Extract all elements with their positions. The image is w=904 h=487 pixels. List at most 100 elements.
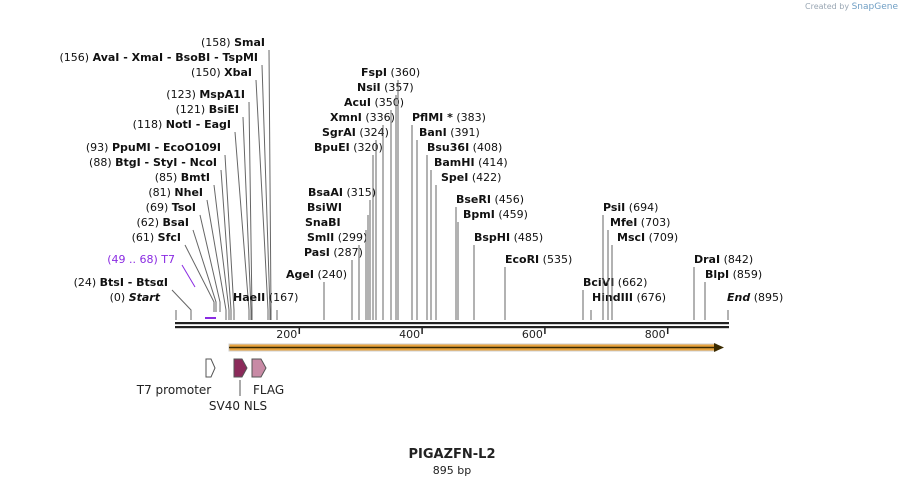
site-start: (0) Start (110, 291, 177, 320)
site-position: (391) (447, 126, 480, 139)
site-name: NsiI (357, 81, 381, 94)
feature-label: FLAG (253, 383, 284, 397)
site-name: SmlI (307, 231, 334, 244)
site-position: (694) (625, 201, 658, 214)
site-name: BanI (419, 126, 447, 139)
site-position: (150) (191, 66, 224, 79)
site-position: (842) (720, 253, 753, 266)
site-pasi: PasI (287) (304, 246, 363, 320)
site-name: BsiWI (307, 201, 342, 214)
site-name: BspHI (474, 231, 510, 244)
site-label: SnaBI (305, 216, 341, 229)
site-label: (24) BtsI - BtsαI (74, 276, 168, 289)
site-position: (360) (387, 66, 420, 79)
site-bpmi: BpmI (459) (457, 208, 528, 320)
site-position: (121) (176, 103, 209, 116)
site-leader-line (184, 244, 215, 312)
site-name: BpmI (463, 208, 495, 221)
site-leader-line (248, 101, 253, 320)
site-label: (93) PpuMI - EcoO109I (86, 141, 221, 154)
site-position: (709) (645, 231, 678, 244)
site-name: End (727, 291, 750, 304)
site-leader-line (192, 229, 217, 312)
site-name: BsaI (163, 216, 189, 229)
site-position: (408) (469, 141, 502, 154)
site-position: (85) (155, 171, 181, 184)
site-name: PflMI * (412, 111, 453, 124)
site-label: (156) AvaI - XmaI - BsoBI - TspMI (60, 51, 259, 64)
site-sgrai: SgrAI (324) (322, 126, 389, 320)
site-mspa1i: (123) MspA1I (166, 88, 253, 320)
axis-tick-label: 800 (645, 328, 666, 341)
site-position: (336) (362, 111, 395, 124)
site-name: BpuEI (314, 141, 350, 154)
plasmid-length: 895 bp (432, 464, 472, 477)
site-position: (485) (510, 231, 543, 244)
site-label: SgrAI (324) (322, 126, 389, 139)
site-position: (61) (132, 231, 158, 244)
features: T7 promoter SV40 NLS FLAG (136, 358, 284, 413)
site-label: SmlI (299) (307, 231, 367, 244)
site-position: (662) (614, 276, 647, 289)
site-position: (156) (60, 51, 93, 64)
site-msci: MscI (709) (611, 231, 678, 320)
site-bsu36i: Bsu36I (408) (426, 141, 502, 320)
site-end: End (895) (727, 291, 783, 320)
site-name: XmnI (330, 111, 362, 124)
site-agei: AgeI (240) (286, 268, 347, 320)
site-position: (118) (133, 118, 166, 131)
site-xmni: XmnI (336) (330, 111, 395, 320)
axis-tick-label: 600 (522, 328, 543, 341)
site-leader-line (261, 64, 271, 320)
site-position: (158) (201, 36, 234, 49)
site-smli: SmlI (299) (307, 231, 367, 320)
site-position: (895) (750, 291, 783, 304)
site-name: NheI (174, 186, 203, 199)
primer-name: T7 (160, 253, 175, 266)
site-position: (62) (136, 216, 162, 229)
site-bsai: (62) BsaI (136, 216, 217, 312)
site-fspi: FspI (360) (361, 66, 420, 320)
site-position: (93) (86, 141, 112, 154)
primer-leader-line (181, 264, 196, 288)
site-position: (69) (146, 201, 172, 214)
site-name: BtsI - BtsαI (100, 276, 168, 289)
site-noti-eagi: (118) NotI - EagI (133, 118, 250, 320)
site-label: Bsu36I (408) (427, 141, 502, 154)
site-name: DraI (694, 253, 720, 266)
backbone-top-strand (175, 322, 729, 325)
site-nhei: (81) NheI (148, 186, 227, 320)
site-position: (88) (89, 156, 115, 169)
site-nsii: NsiI (357) (357, 81, 414, 320)
site-label: (121) BsiEI (176, 103, 239, 116)
site-position: (324) (356, 126, 389, 139)
feature-label: SV40 NLS (209, 399, 267, 413)
site-bani: BanI (391) (416, 126, 480, 320)
site-name: FspI (361, 66, 387, 79)
site-label: (62) BsaI (136, 216, 189, 229)
site-pflmi: PflMI * (383) (411, 111, 486, 320)
site-label: BpuEI (320) (314, 141, 383, 154)
site-name: AvaI - XmaI - BsoBI - TspMI (93, 51, 258, 64)
site-label: (61) SfcI (132, 231, 181, 244)
site-position: (357) (381, 81, 414, 94)
site-bamhi: BamHI (414) (430, 156, 508, 320)
site-label: AgeI (240) (286, 268, 347, 281)
orf-arrow (228, 343, 724, 352)
site-position: (123) (166, 88, 199, 101)
site-bpuei: BpuEI (320) (314, 141, 383, 320)
site-name: SpeI (441, 171, 468, 184)
sv40-nls-shape (233, 358, 248, 378)
site-name: Bsu36I (427, 141, 469, 154)
site-leader-line (224, 154, 235, 320)
site-position: (315) (343, 186, 376, 199)
site-name: AcuI (344, 96, 371, 109)
site-name: BsiEI (209, 103, 239, 116)
orf-arrowhead (714, 343, 724, 352)
site-label: (150) XbaI (191, 66, 252, 79)
site-label: BsaAI (315) (308, 186, 376, 199)
site-label: (0) Start (110, 291, 161, 304)
site-label: FspI (360) (361, 66, 420, 79)
site-avai-xmai-bsobi-tspmi: (156) AvaI - XmaI - BsoBI - TspMI (60, 51, 271, 320)
